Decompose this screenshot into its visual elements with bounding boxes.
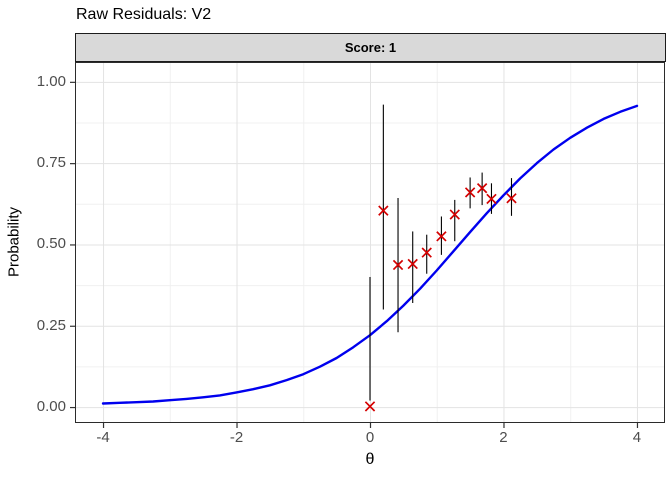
x-tick-label: -2 [229, 429, 244, 446]
y-tick-label: 0.00 [36, 398, 66, 416]
y-tick-label: 0.75 [36, 154, 66, 172]
point-marker [392, 259, 404, 271]
point-marker [407, 258, 418, 270]
x-axis-title: θ [365, 451, 375, 468]
point-marker [436, 231, 447, 242]
point-marker [486, 193, 497, 205]
point-marker [464, 187, 476, 198]
point-marker [378, 205, 389, 216]
plot-title: Raw Residuals: V2 [76, 6, 212, 23]
facet-strip: Score: 1 [75, 33, 666, 62]
x-tick-label: -4 [96, 429, 110, 446]
point-marker [364, 401, 376, 412]
point-marker [421, 247, 432, 258]
panel-border [75, 62, 665, 423]
facet-strip-label: Score: 1 [344, 40, 397, 55]
point-marker [506, 193, 517, 204]
y-tick-label: 0.50 [36, 235, 66, 253]
point-marker [449, 209, 460, 220]
y-tick-label: 1.00 [36, 72, 66, 90]
point-marker [476, 182, 488, 194]
x-tick-label: 0 [365, 429, 375, 446]
x-tick-label: 2 [499, 429, 508, 446]
y-tick-label: 0.25 [36, 316, 66, 334]
x-tick-label: 4 [632, 429, 642, 446]
